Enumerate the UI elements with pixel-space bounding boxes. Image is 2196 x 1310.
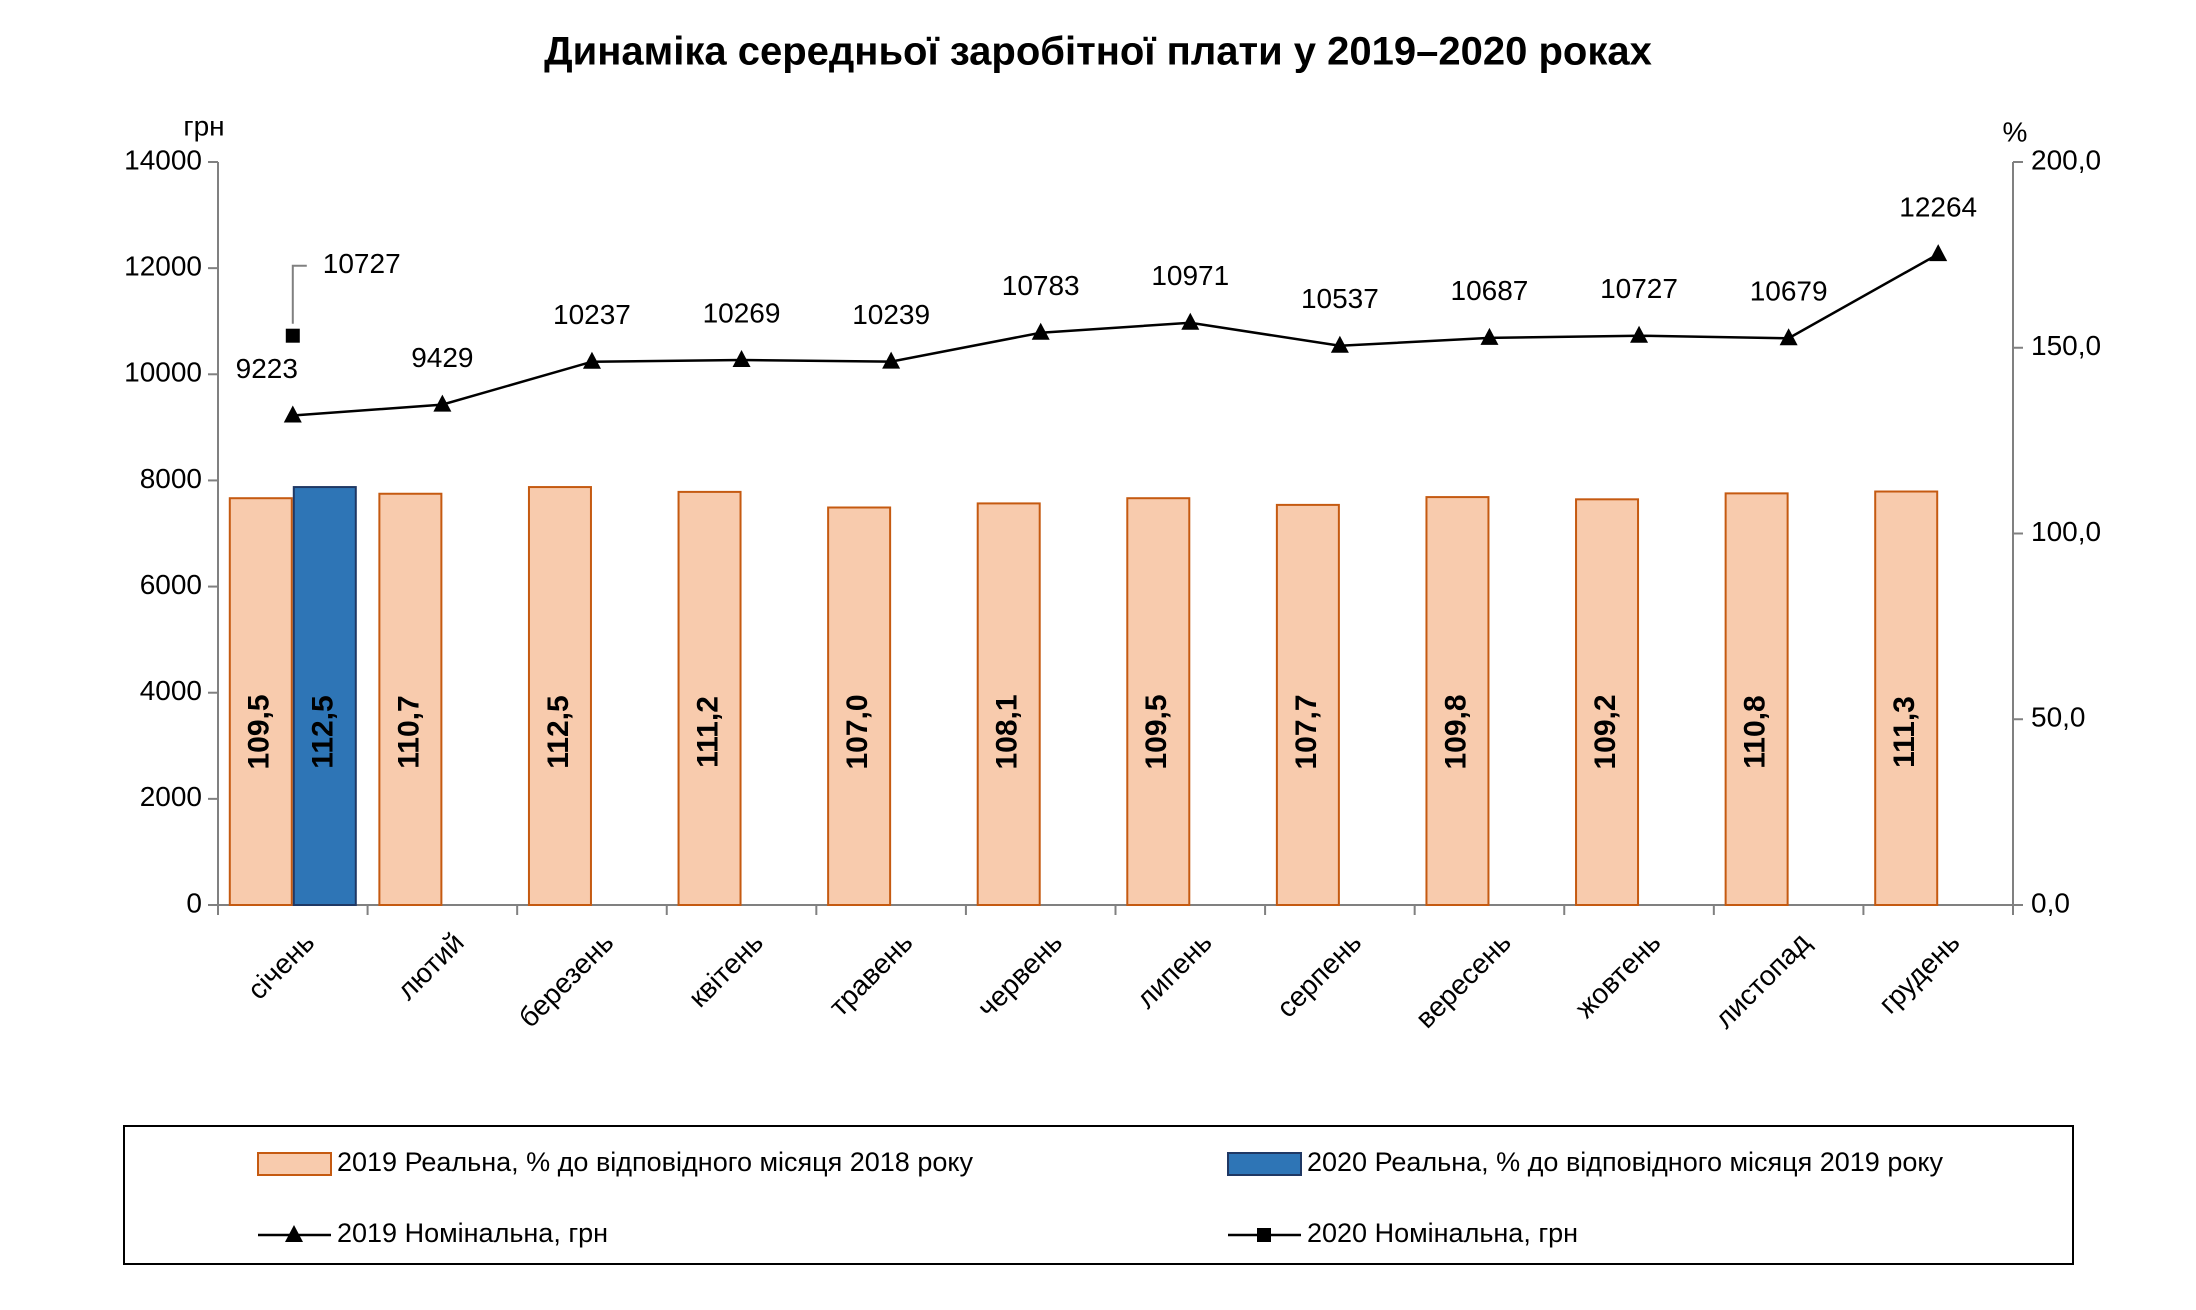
- line-marker: [732, 350, 751, 368]
- bar-label: 109,8: [1439, 694, 1472, 769]
- line-label: 10269: [703, 297, 781, 328]
- line-label: 10237: [553, 299, 631, 330]
- line-marker: [882, 351, 901, 369]
- x-tick-label: березень: [513, 927, 620, 1034]
- y2-tick-label: 0,0: [2031, 887, 2070, 918]
- y2-tick-label: 50,0: [2031, 702, 2086, 733]
- x-tick-label: вересень: [1410, 927, 1517, 1034]
- x-tick-label: червень: [971, 927, 1068, 1024]
- legend-swatch: [1227, 1152, 1302, 1176]
- y-tick-label: 0: [186, 887, 202, 918]
- legend-label: 2020 Номінальна, грн: [1307, 1218, 1578, 1248]
- bar-label: 110,7: [392, 695, 425, 768]
- x-tick-label: травень: [823, 927, 919, 1023]
- bar-label: 108,1: [991, 694, 1024, 769]
- bar: [1724, 492, 1789, 906]
- line-marker: [582, 351, 601, 369]
- line-marker: [1929, 244, 1948, 262]
- line-marker: [1330, 335, 1349, 353]
- bar-label: 112,5: [307, 695, 340, 768]
- y-axis-label: грн: [183, 110, 224, 141]
- bar: [1874, 490, 1939, 906]
- bar: [292, 486, 357, 906]
- line-marker: [1480, 327, 1499, 345]
- y2-axis-label: %: [2003, 116, 2028, 147]
- y-tick-label: 8000: [140, 463, 202, 494]
- line-label: 9223: [236, 353, 298, 384]
- bar-label: 112,5: [542, 695, 575, 768]
- line-label: 10687: [1451, 275, 1529, 306]
- bar-label: 110,8: [1739, 695, 1772, 768]
- bar: [378, 492, 443, 906]
- x-tick-label: квітень: [682, 927, 769, 1014]
- x-tick-label: жовтень: [1569, 927, 1666, 1024]
- x-tick-label: липень: [1130, 927, 1218, 1015]
- y-tick-label: 12000: [124, 251, 202, 282]
- bar-label: 111,3: [1888, 696, 1921, 768]
- y2-tick-label: 200,0: [2031, 144, 2101, 175]
- bar: [1275, 503, 1340, 906]
- bar: [228, 497, 293, 906]
- legend-box: [123, 1125, 2074, 1265]
- line-marker: [433, 394, 452, 412]
- chart-title: Динаміка середньої заробітної плати у 20…: [544, 30, 1652, 74]
- line-label: 10679: [1750, 276, 1828, 307]
- line-label: 10239: [852, 299, 930, 330]
- y-tick-label: 4000: [140, 675, 202, 706]
- y2-tick-label: 100,0: [2031, 516, 2101, 547]
- bar: [677, 490, 742, 906]
- bar-label: 107,0: [841, 694, 874, 769]
- y-tick-label: 6000: [140, 569, 202, 600]
- legend-marker: [285, 1225, 303, 1242]
- bar-label: 107,7: [1290, 694, 1323, 769]
- line-label: 10537: [1301, 283, 1379, 314]
- legend-label: 2019 Реальна, % до відповідного місяця 2…: [337, 1147, 973, 1177]
- leader-line: [291, 264, 307, 324]
- bar: [1126, 497, 1191, 906]
- line-label: 12264: [1899, 192, 1977, 223]
- x-tick-label: листопад: [1709, 927, 1817, 1035]
- legend-label: 2020 Реальна, % до відповідного місяця 2…: [1307, 1147, 1943, 1177]
- line-label: 10727: [323, 248, 401, 279]
- legend-label: 2019 Номінальна, грн: [337, 1218, 608, 1248]
- line-label: 10971: [1151, 260, 1229, 291]
- line-marker: [283, 405, 302, 423]
- line-marker: [1630, 325, 1649, 343]
- line-label: 9429: [411, 342, 473, 373]
- x-tick-label: грудень: [1873, 927, 1966, 1020]
- bar: [976, 502, 1041, 906]
- line-label: 10783: [1002, 270, 1080, 301]
- y-tick-label: 14000: [124, 144, 202, 175]
- line: [292, 253, 1939, 417]
- x-tick-label: січень: [241, 927, 320, 1006]
- bar-label: 109,5: [243, 694, 276, 769]
- bar: [1575, 498, 1640, 906]
- x-tick-label: лютий: [391, 927, 470, 1006]
- y2-tick-label: 150,0: [2031, 330, 2101, 361]
- y-tick-label: 2000: [140, 781, 202, 812]
- line-label: 10727: [1600, 273, 1678, 304]
- legend-swatch: [257, 1152, 332, 1176]
- bar: [827, 506, 892, 906]
- bar: [527, 486, 592, 906]
- legend-marker: [1257, 1228, 1271, 1242]
- line-marker: [1181, 312, 1200, 330]
- line-marker: [285, 328, 300, 343]
- bar-label: 109,2: [1589, 694, 1622, 769]
- bar: [1425, 496, 1490, 906]
- line-marker: [1031, 322, 1050, 340]
- bar-label: 111,2: [691, 696, 724, 768]
- y-tick-label: 10000: [124, 357, 202, 388]
- x-tick-label: серпень: [1271, 927, 1368, 1024]
- bar-label: 109,5: [1140, 694, 1173, 769]
- line-marker: [1779, 328, 1798, 346]
